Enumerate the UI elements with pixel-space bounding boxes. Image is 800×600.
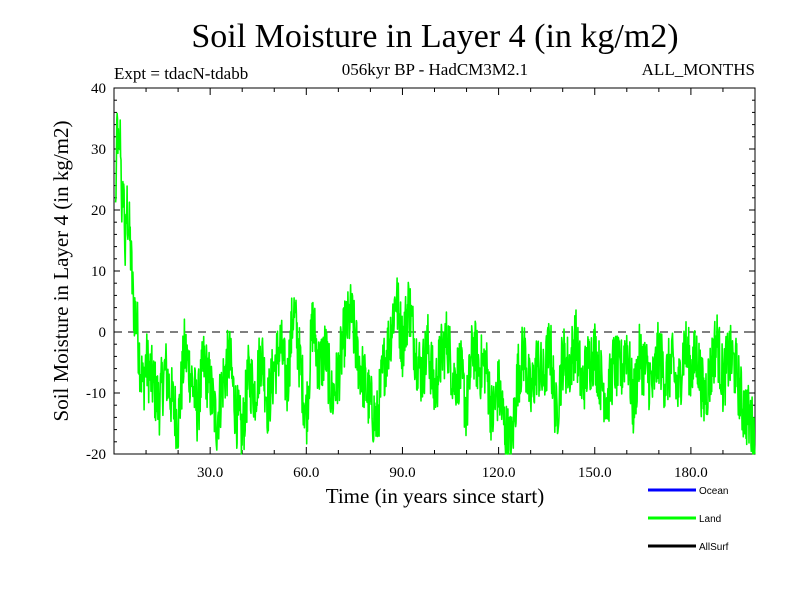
series-line-land bbox=[114, 112, 756, 455]
legend-label-allsurf: AllSurf bbox=[699, 542, 729, 553]
y-axis: -20 -10 0 10 20 30 40 bbox=[86, 81, 755, 463]
chart-subtitle-left: Expt = tdacN-tdabb bbox=[114, 64, 248, 83]
y-tick-label: 10 bbox=[91, 264, 106, 280]
chart-subtitle-right: ALL_MONTHS bbox=[642, 60, 755, 79]
y-tick-label: 20 bbox=[91, 203, 106, 219]
x-tick-label: 120.0 bbox=[482, 465, 516, 481]
x-axis-label: Time (in years since start) bbox=[326, 484, 545, 508]
y-tick-label: 0 bbox=[99, 325, 107, 341]
chart-title: Soil Moisture in Layer 4 (in kg/m2) bbox=[191, 18, 678, 55]
y-tick-label: -10 bbox=[86, 386, 106, 402]
chart-subtitle-center: 056kyr BP - HadCM3M2.1 bbox=[342, 60, 528, 79]
x-tick-label: 60.0 bbox=[293, 465, 319, 481]
x-tick-label: 30.0 bbox=[197, 465, 223, 481]
y-tick-label: -20 bbox=[86, 447, 106, 463]
legend-label-land: Land bbox=[699, 514, 721, 525]
x-tick-label: 180.0 bbox=[674, 465, 708, 481]
y-tick-label: 30 bbox=[91, 142, 106, 158]
legend: Ocean Land AllSurf bbox=[648, 486, 729, 553]
series-layer bbox=[114, 112, 756, 455]
y-axis-label: Soil Moisture in Layer 4 (in kg/m2) bbox=[49, 121, 73, 422]
y-tick-label: 40 bbox=[91, 81, 106, 97]
legend-label-ocean: Ocean bbox=[699, 486, 728, 497]
x-tick-label: 150.0 bbox=[578, 465, 612, 481]
x-tick-label: 90.0 bbox=[389, 465, 415, 481]
x-axis: 30.0 60.0 90.0 120.0 150.0 180.0 bbox=[145, 88, 724, 481]
